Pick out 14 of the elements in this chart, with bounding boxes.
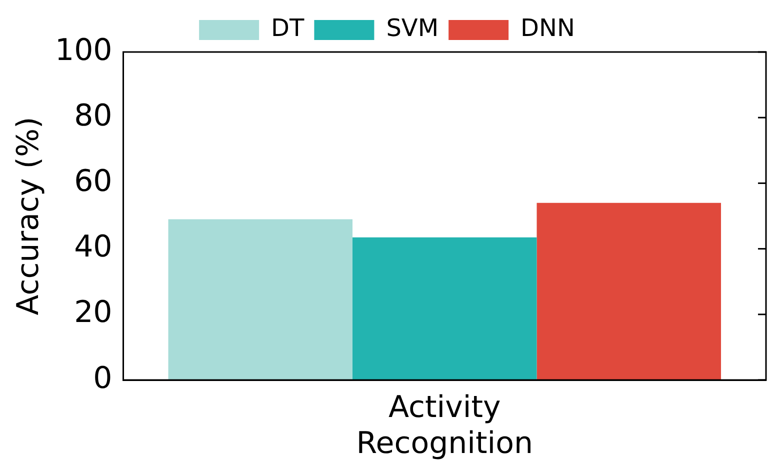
legend-label: DNN: [520, 14, 575, 42]
y-tick-label: 40: [74, 230, 112, 265]
bar: [168, 219, 353, 380]
y-tick-label: 0: [93, 360, 112, 396]
y-tick-label: 100: [54, 32, 112, 68]
bar: [536, 202, 722, 380]
y-tick-label: 20: [74, 295, 112, 330]
x-tick-label: Activity Recognition: [356, 390, 533, 461]
y-tick-label: 60: [74, 164, 112, 199]
y-axis-title: Accuracy (%): [10, 116, 46, 316]
legend-label: DT: [271, 14, 305, 42]
y-tick-label: 80: [74, 98, 112, 134]
legend-label: SVM: [386, 14, 439, 42]
bar: [352, 237, 537, 380]
